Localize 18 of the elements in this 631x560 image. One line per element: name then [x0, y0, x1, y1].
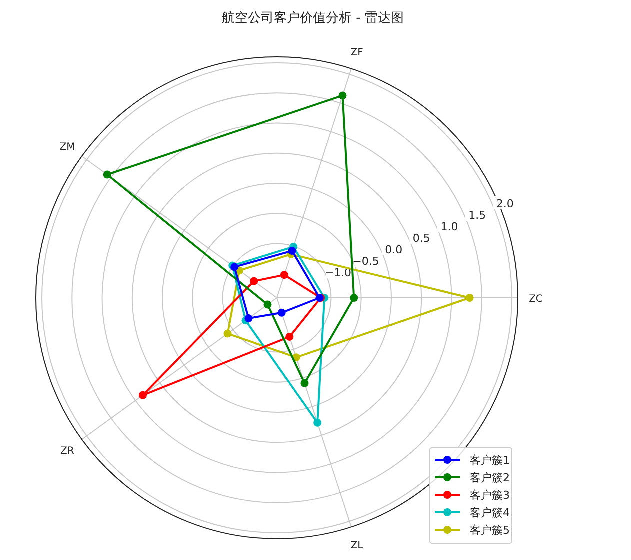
y-tick-label: 1.5 [468, 209, 486, 222]
y-tick-label: 0.0 [385, 244, 403, 257]
legend-label: 客户簇2 [470, 472, 510, 484]
y-tick-label: −0.5 [352, 255, 380, 268]
legend-label: 客户簇3 [470, 489, 510, 502]
spoke-label: ZF [350, 48, 364, 59]
y-tick-label: 0.5 [412, 232, 430, 246]
spoke-label: ZR [60, 446, 74, 458]
legend-label: 客户簇4 [470, 506, 510, 520]
chart-title: 航空公司客户价值分析 - 雷达图 [222, 10, 404, 26]
legend-label: 客户簇1 [470, 454, 510, 467]
y-tick-label: −1.0 [324, 266, 352, 280]
y-tick-label: 2.0 [496, 197, 514, 210]
spoke-label: ZL [350, 540, 364, 552]
spoke-label: ZC [529, 294, 543, 305]
spoke-label: ZM [60, 142, 76, 153]
y-tick-label: 1.0 [440, 220, 458, 234]
legend-label: 客户簇5 [470, 524, 510, 537]
